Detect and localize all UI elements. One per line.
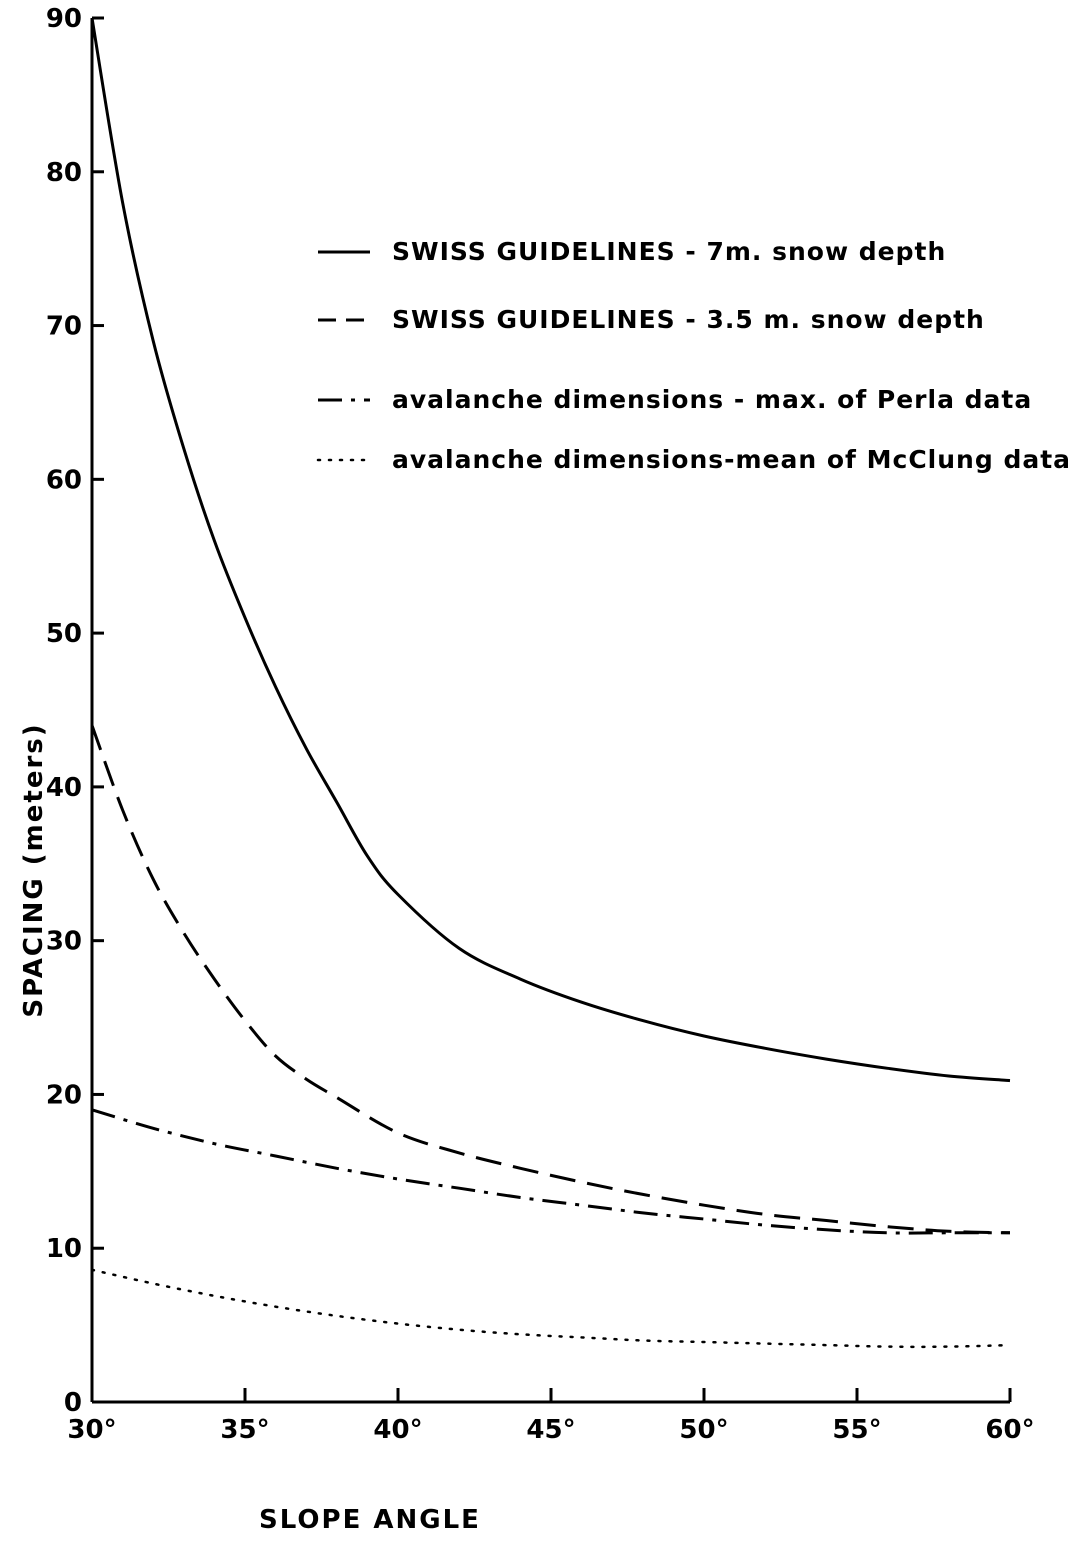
y-tick-label: 10 — [46, 1234, 82, 1264]
y-tick-label: 40 — [46, 773, 82, 803]
y-tick-label: 90 — [46, 4, 82, 34]
legend-item-swiss-3-5m-label: SWISS GUIDELINES - 3.5 m. snow depth — [392, 305, 985, 334]
y-tick-label: 20 — [46, 1080, 82, 1110]
axes-layer: 0 10 20 30 40 50 60 70 80 90 30° 35° 40° 45° 50° 55° 60° — [46, 4, 1035, 1445]
y-axis-title: SPACING (meters) — [19, 722, 49, 1017]
series-line-2 — [90, 724, 1011, 1235]
x-tick-label: 55° — [832, 1415, 881, 1445]
y-tick-label: 50 — [46, 619, 82, 649]
legend-item-perla-label: avalanche dimensions - max. of Perla dat… — [392, 385, 1032, 414]
x-axis-title: SLOPE ANGLE — [259, 1505, 481, 1535]
x-tick-label: 30° — [67, 1415, 116, 1445]
y-tick-label: 30 — [46, 927, 82, 957]
x-tick-label: 45° — [526, 1415, 575, 1445]
series-line-3 — [91, 1108, 1010, 1235]
legend: SWISS GUIDELINES - 7m. snow depth SWISS G… — [316, 237, 1068, 474]
y-tick-label: 0 — [64, 1388, 82, 1418]
series-layer — [90, 17, 1012, 1349]
x-tick-label: 35° — [220, 1415, 269, 1445]
x-tick-label: 50° — [679, 1415, 728, 1445]
y-tick-label: 80 — [46, 158, 82, 188]
legend-item-mcclung-label: avalanche dimensions-mean of McClung dat… — [392, 445, 1068, 474]
x-tick-label: 40° — [373, 1415, 422, 1445]
y-tick-label: 70 — [46, 312, 82, 342]
x-tick-label: 60° — [985, 1415, 1034, 1445]
legend-item-swiss-7m-label: SWISS GUIDELINES - 7m. snow depth — [392, 237, 946, 266]
series-line-4 — [90, 1268, 1012, 1349]
series-line-1 — [90, 17, 1011, 1083]
y-tick-label: 60 — [46, 465, 82, 495]
